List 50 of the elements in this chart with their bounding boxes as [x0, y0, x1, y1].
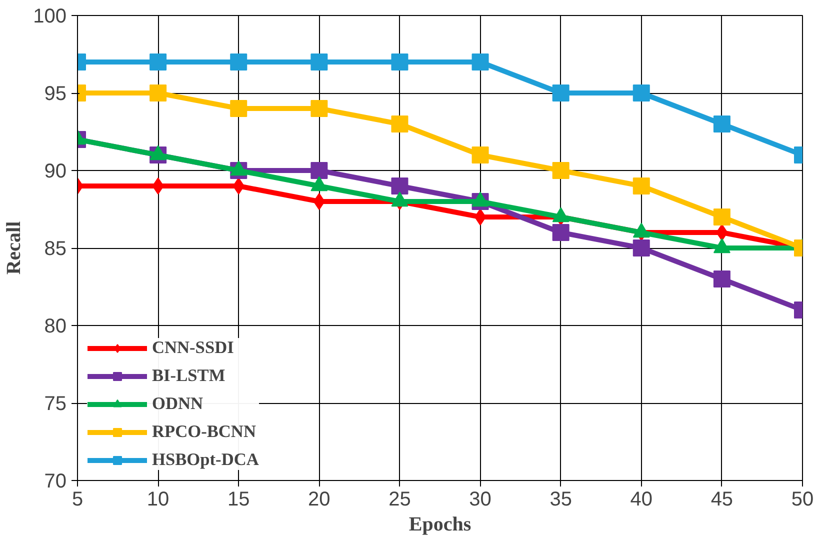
x-tick-label: 35: [550, 488, 572, 510]
point: [552, 162, 570, 179]
x-tick-label: 20: [308, 488, 330, 510]
x-axis-title: Epochs: [408, 514, 472, 536]
point: [232, 178, 244, 194]
x-tick-label: 50: [791, 488, 814, 510]
x-tick-label: 45: [710, 488, 734, 510]
x-tick-label: 25: [388, 488, 411, 510]
legend-label: CNN-SSDI: [152, 338, 234, 358]
x-tick-label: 5: [72, 488, 84, 510]
y-tick-label: 100: [33, 6, 67, 28]
point: [230, 54, 248, 70]
point: [310, 162, 328, 179]
point: [632, 240, 650, 256]
point: [474, 208, 486, 226]
y-axis-title: Recall: [3, 220, 26, 275]
y-tick-label: 95: [44, 83, 67, 105]
point: [472, 146, 489, 164]
x-tick-label: 15: [227, 488, 250, 510]
y-tick-label: 70: [44, 470, 67, 492]
point: [472, 54, 489, 70]
legend-label: ODNN: [152, 394, 204, 414]
y-tick-label: 80: [44, 316, 67, 338]
legend-label: RPCO-BCNN: [152, 422, 256, 442]
point: [716, 224, 728, 241]
point: [313, 193, 325, 210]
y-tick-label: 85: [44, 238, 67, 260]
x-tick-label: 10: [146, 488, 170, 510]
point: [632, 178, 650, 194]
point: [632, 84, 650, 102]
x-tick-label: 30: [469, 488, 492, 510]
point: [150, 84, 167, 102]
point: [391, 178, 408, 194]
point: [152, 178, 164, 194]
point: [552, 224, 570, 241]
point: [391, 116, 408, 132]
y-tick-label: 90: [44, 160, 67, 182]
legend-label: BI-LSTM: [152, 366, 226, 386]
point: [230, 100, 248, 117]
legend-label: HSBOpt-DCA: [152, 450, 259, 470]
point: [713, 270, 730, 288]
x-tick-label: 40: [630, 488, 653, 510]
point: [713, 208, 730, 226]
point: [150, 54, 167, 70]
point: [310, 100, 328, 117]
point: [713, 116, 730, 132]
point: [310, 54, 328, 70]
point: [552, 84, 570, 102]
y-tick-label: 75: [44, 393, 67, 415]
point: [391, 54, 408, 70]
